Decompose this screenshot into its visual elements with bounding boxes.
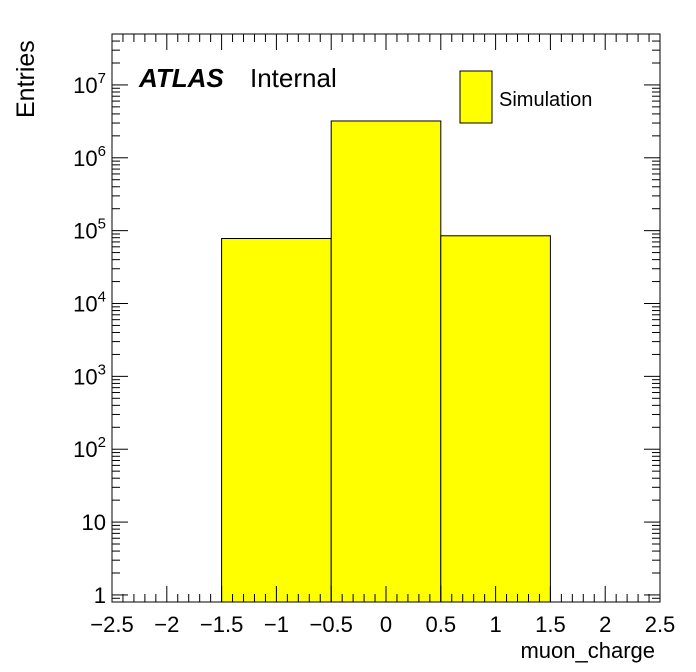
x-tick-label: −2.5 xyxy=(90,612,133,637)
legend-label: Simulation xyxy=(499,89,592,111)
x-tick-label: −1 xyxy=(264,612,289,637)
histogram-bin-1 xyxy=(221,238,332,603)
x-axis-title: muon_charge xyxy=(520,638,655,663)
x-tick-label: −0.5 xyxy=(309,612,352,637)
legend: Simulation xyxy=(459,70,592,124)
y-axis-title: Entries xyxy=(12,40,40,118)
y-tick-label: 102 xyxy=(73,434,106,462)
x-tick-labels: −2.5 −2 −1.5 −1 −0.5 0 0.5 1 1.5 2 2.5 xyxy=(90,612,675,637)
y-tick-label: 105 xyxy=(73,216,106,244)
atlas-label: ATLAS Internal xyxy=(138,63,337,93)
atlas-status-label: Internal xyxy=(250,63,337,93)
histogram-bin-2 xyxy=(330,120,442,603)
x-tick-label: 2 xyxy=(599,612,611,637)
histogram-bars xyxy=(221,120,551,603)
y-tick-label: 107 xyxy=(73,70,106,98)
x-tick-label: 0 xyxy=(380,612,392,637)
x-tick-label: 1 xyxy=(489,612,501,637)
x-tick-label: 0.5 xyxy=(426,612,457,637)
y-tick-label: 104 xyxy=(73,289,106,317)
x-tick-label: −1.5 xyxy=(200,612,243,637)
legend-swatch xyxy=(459,70,493,124)
y-tick-label: 10 xyxy=(82,510,106,535)
x-tick-label: 1.5 xyxy=(535,612,566,637)
y-tick-label: 1 xyxy=(94,583,106,608)
x-tick-label: 2.5 xyxy=(645,612,676,637)
atlas-experiment-label: ATLAS xyxy=(138,63,224,93)
histogram-bin-3 xyxy=(440,235,551,603)
axis-ticks xyxy=(111,33,661,603)
x-tick-label: −2 xyxy=(154,612,179,637)
y-tick-label: 106 xyxy=(73,143,106,171)
y-tick-label: 103 xyxy=(73,361,106,389)
y-tick-labels: 1 10 102 103 104 105 106 107 xyxy=(73,70,106,608)
